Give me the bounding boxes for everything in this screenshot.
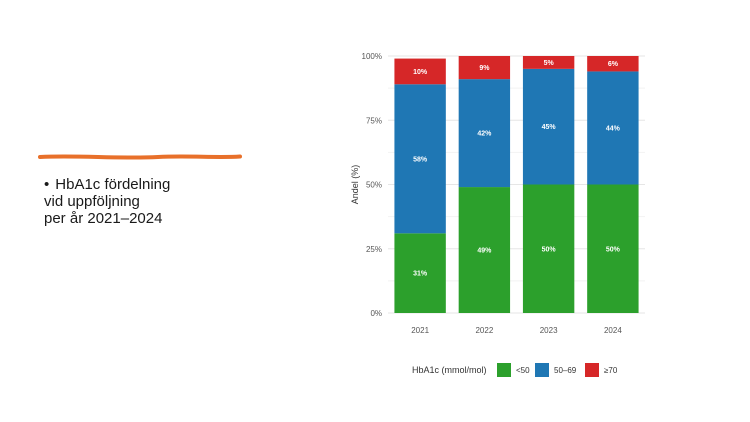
bar-data-label: 42% bbox=[477, 131, 492, 138]
bar-segment bbox=[458, 187, 511, 313]
x-tick-label: 2022 bbox=[475, 326, 493, 335]
y-tick-label: 50% bbox=[366, 181, 382, 190]
bar-data-label: 10% bbox=[413, 69, 428, 76]
bullet-text-block: • HbA1c fördelning vid uppföljning per år… bbox=[44, 176, 264, 227]
bar-data-label: 45% bbox=[542, 124, 557, 131]
legend-swatch bbox=[585, 363, 599, 377]
bar-segment bbox=[394, 233, 446, 313]
x-tick-label: 2021 bbox=[411, 326, 429, 335]
bullet-line-3: per år 2021–2024 bbox=[44, 210, 163, 227]
y-tick-label: 100% bbox=[362, 52, 382, 61]
bar-data-label: 50% bbox=[606, 246, 621, 253]
bar-segment bbox=[587, 184, 639, 313]
bar-segment bbox=[458, 56, 511, 80]
x-tick-label: 2023 bbox=[540, 326, 558, 335]
y-tick-label: 75% bbox=[366, 116, 382, 125]
bar-data-label: 6% bbox=[608, 61, 619, 68]
y-tick-label: 0% bbox=[370, 309, 382, 318]
legend-swatch bbox=[535, 363, 549, 377]
legend-title: HbA1c (mmol/mol) bbox=[412, 365, 487, 375]
accent-underline bbox=[38, 154, 242, 160]
bar-segment bbox=[522, 56, 575, 69]
bar-data-label: 50% bbox=[542, 246, 557, 253]
bar-data-label: 58% bbox=[413, 156, 428, 163]
bar-data-label: 5% bbox=[544, 60, 555, 67]
y-tick-label: 25% bbox=[366, 245, 382, 254]
bullet-line-2: vid uppföljning bbox=[44, 193, 140, 210]
bar-data-label: 44% bbox=[606, 125, 621, 132]
bar-segment bbox=[522, 184, 575, 313]
legend-entry-label: 50–69 bbox=[554, 366, 577, 375]
bullet-line-1-text: HbA1c fördelning bbox=[55, 176, 171, 193]
stacked-bar-chart: 0% 25% 50% 75% 100% Andel (%) 31% 58% 10% 2021 49%… bbox=[350, 52, 645, 377]
bar-data-label: 49% bbox=[477, 248, 492, 255]
legend-entry-label: <50 bbox=[516, 366, 530, 375]
bar-segment bbox=[458, 79, 511, 188]
x-tick-label: 2024 bbox=[604, 326, 622, 335]
bar-segment bbox=[522, 68, 575, 185]
bar-segment bbox=[587, 56, 639, 72]
bar-segment bbox=[394, 84, 446, 234]
y-axis-label: Andel (%) bbox=[350, 165, 360, 205]
bullet-dot: • bbox=[44, 176, 50, 193]
bullet-line-1: • HbA1c fördelning bbox=[44, 176, 264, 193]
legend-swatch bbox=[497, 363, 511, 377]
bar-data-label: 9% bbox=[479, 65, 490, 72]
bar-segment bbox=[394, 58, 446, 85]
legend-entry-label: ≥70 bbox=[604, 366, 618, 375]
bar-data-label: 31% bbox=[413, 271, 428, 278]
bar-segment bbox=[587, 71, 639, 185]
